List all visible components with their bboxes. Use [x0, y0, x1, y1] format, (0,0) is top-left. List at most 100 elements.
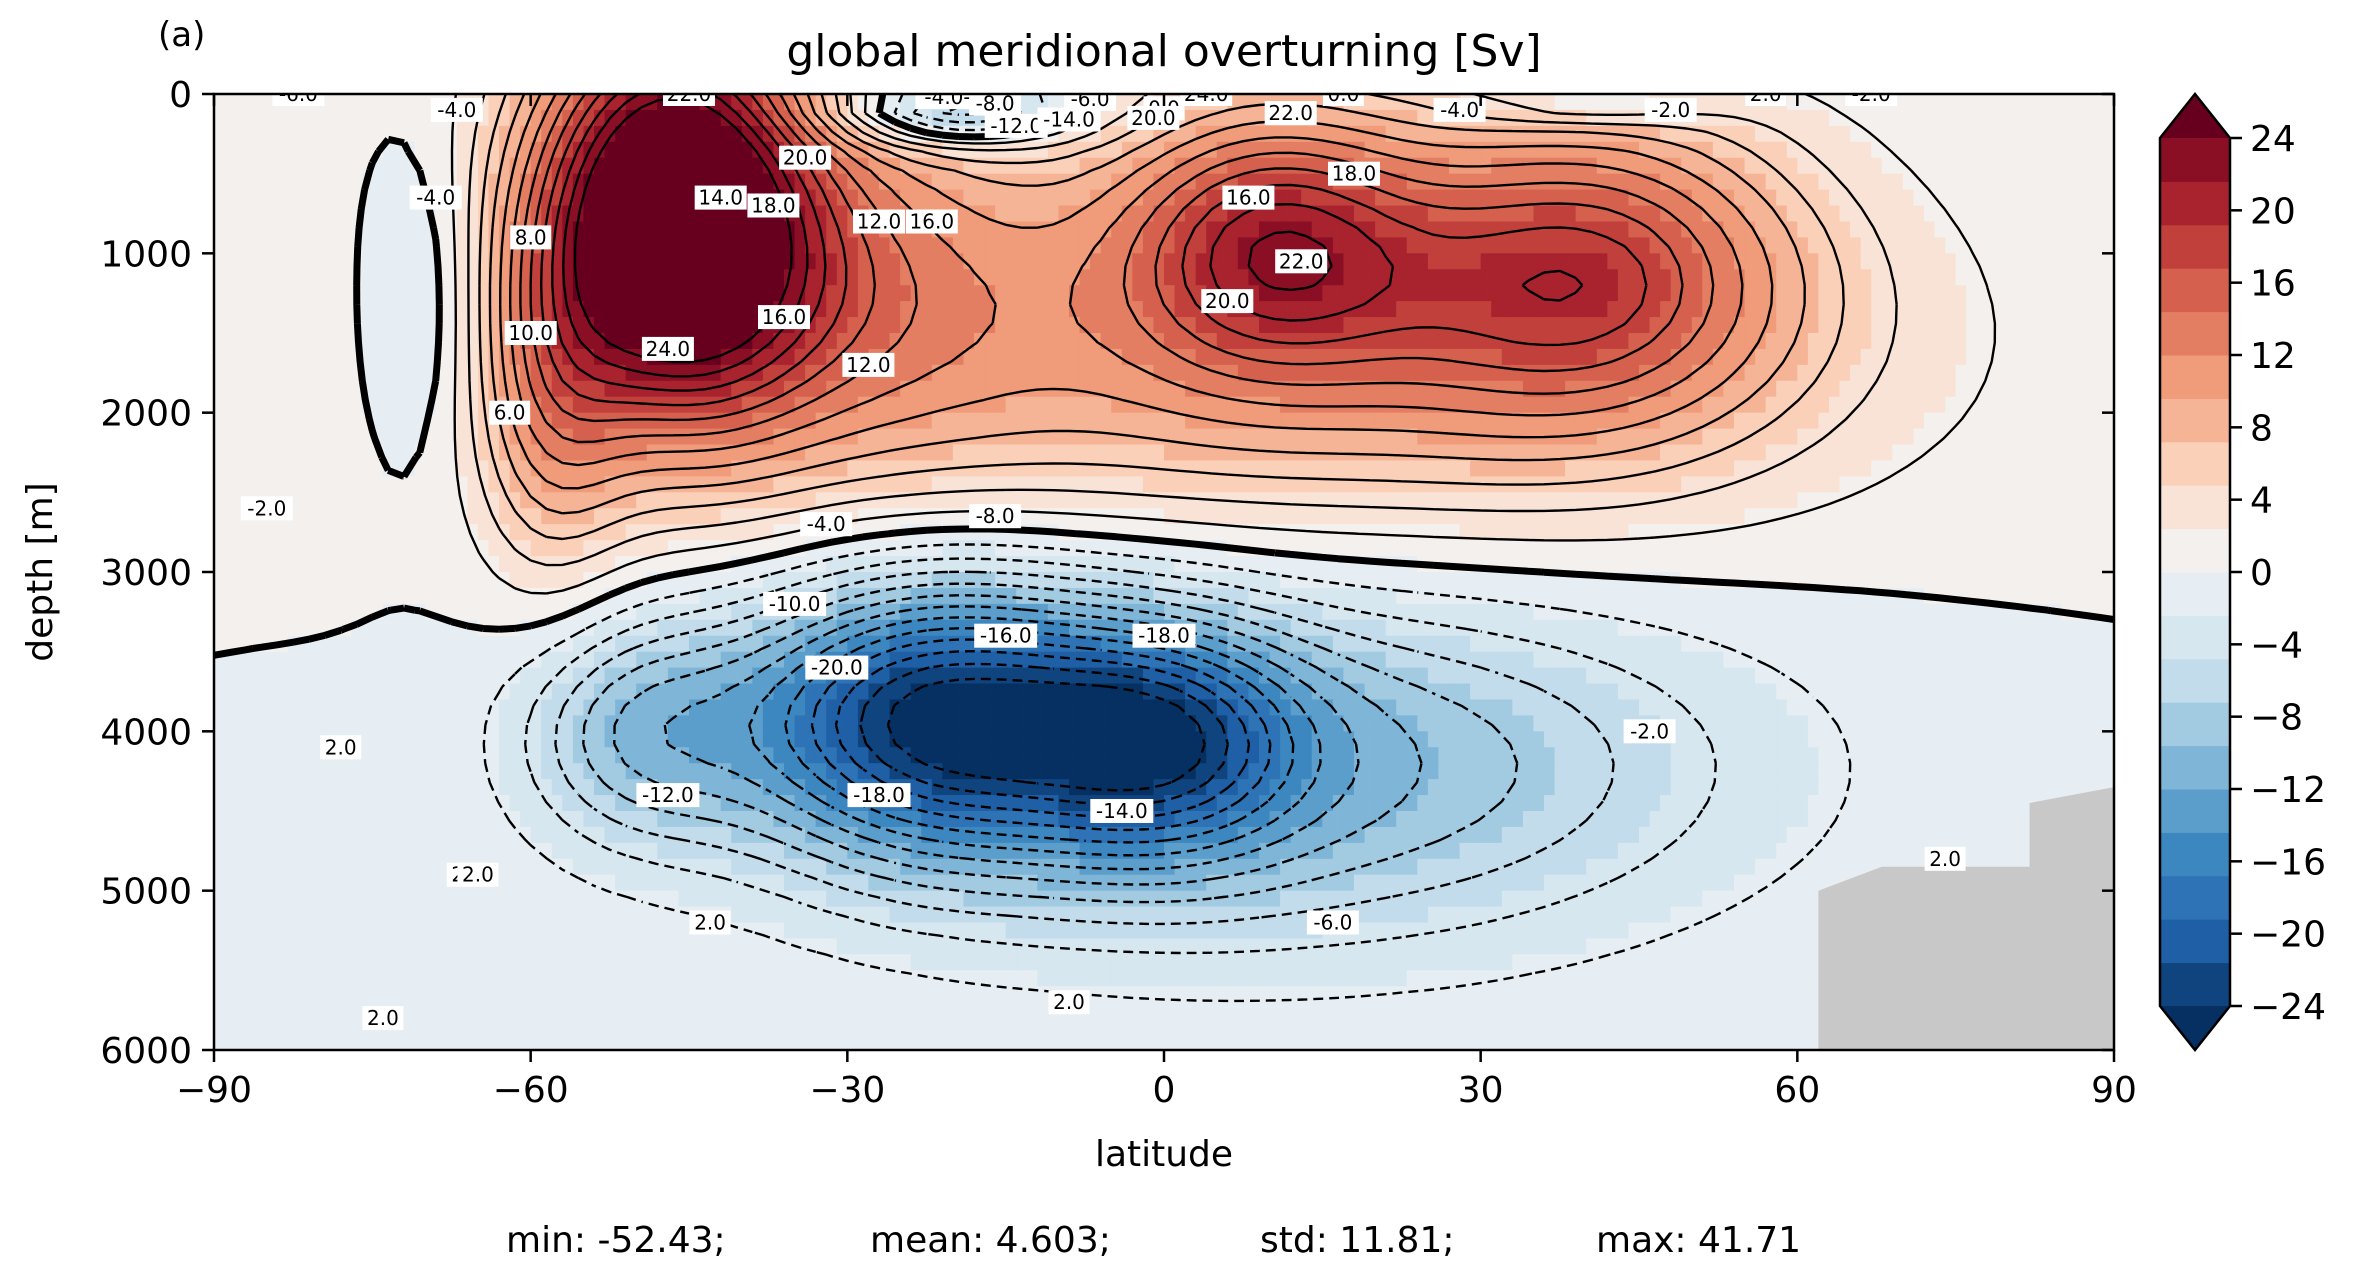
- heatmap-cell: [1227, 460, 1239, 477]
- heatmap-cell: [1723, 141, 1735, 159]
- heatmap-cell: [1100, 125, 1112, 143]
- heatmap-cell: [2019, 94, 2031, 111]
- heatmap-cell: [1586, 205, 1598, 223]
- heatmap-cell: [1945, 285, 1957, 302]
- heatmap-cell: [1343, 380, 1355, 398]
- heatmap-cell: [467, 476, 479, 493]
- heatmap-cell: [594, 508, 606, 525]
- heatmap-cell: [2103, 412, 2114, 430]
- heatmap-cell: [1491, 141, 1503, 159]
- heatmap-cell: [2029, 508, 2041, 525]
- heatmap-cell: [974, 460, 986, 477]
- heatmap-cell: [1997, 492, 2010, 509]
- heatmap-cell: [330, 173, 342, 191]
- heatmap-cell: [910, 364, 922, 382]
- heatmap-cell: [1702, 492, 1714, 509]
- heatmap-cell: [1723, 109, 1735, 127]
- heatmap-cell: [1839, 173, 1851, 191]
- heatmap-cell: [1987, 237, 1999, 254]
- heatmap-cell: [889, 476, 901, 493]
- heatmap-cell: [910, 109, 922, 127]
- heatmap-cell: [404, 301, 416, 318]
- heatmap-cell: [1142, 125, 1155, 143]
- heatmap-cell: [2103, 348, 2114, 366]
- heatmap-cell: [1976, 412, 1988, 430]
- heatmap-cell: [245, 141, 257, 159]
- heatmap-cell: [1100, 444, 1112, 462]
- heatmap-cell: [1955, 444, 1967, 462]
- heatmap-cell: [1755, 109, 1767, 127]
- heatmap-cell: [309, 428, 321, 446]
- heatmap-cell: [868, 141, 880, 159]
- heatmap-cell: [1301, 189, 1313, 207]
- heatmap-cell: [1755, 125, 1767, 143]
- heatmap-cell: [1818, 141, 1830, 159]
- heatmap-cell: [636, 333, 648, 350]
- heatmap-cell: [393, 396, 405, 414]
- heatmap-cell: [1522, 253, 1535, 270]
- heatmap-cell: [1765, 221, 1777, 238]
- heatmap-cell: [2050, 301, 2062, 318]
- heatmap-cell: [1976, 173, 1988, 191]
- heatmap-cell: [1723, 333, 1735, 350]
- heatmap-cell: [1554, 396, 1566, 414]
- heatmap-cell: [794, 428, 806, 446]
- heatmap-cell: [1375, 141, 1387, 159]
- heatmap-cell: [530, 285, 542, 302]
- heatmap-cell: [1480, 205, 1492, 223]
- heatmap-cell: [1406, 364, 1418, 382]
- heatmap-cell: [1100, 364, 1112, 382]
- heatmap-cell: [2029, 205, 2041, 223]
- heatmap-cell: [1596, 317, 1608, 334]
- heatmap-cell: [298, 524, 310, 541]
- heatmap-cell: [2071, 205, 2083, 223]
- heatmap-cell: [1712, 157, 1725, 175]
- heatmap-cell: [1786, 412, 1798, 430]
- heatmap-cell: [499, 269, 511, 286]
- heatmap-cell: [287, 460, 300, 477]
- heatmap-cell: [245, 205, 257, 223]
- heatmap-cell: [1628, 460, 1640, 477]
- heatmap-cell: [1311, 221, 1323, 238]
- heatmap-cell: [900, 460, 912, 477]
- heatmap-cell: [1385, 428, 1397, 446]
- heatmap-cell: [1850, 285, 1862, 302]
- heatmap-cell: [214, 189, 226, 207]
- heatmap-cell: [1174, 412, 1186, 430]
- heatmap-cell: [2103, 396, 2114, 414]
- heatmap-cell: [382, 173, 395, 191]
- heatmap-cell: [1111, 189, 1123, 207]
- heatmap-cell: [435, 412, 447, 430]
- heatmap-cell: [1132, 317, 1144, 334]
- heatmap-cell: [720, 364, 732, 382]
- heatmap-cell: [2082, 364, 2094, 382]
- heatmap-cell: [1385, 141, 1397, 159]
- heatmap-cell: [615, 237, 627, 254]
- heatmap-cell: [488, 94, 500, 111]
- heatmap-cell: [1934, 396, 1946, 414]
- heatmap-cell: [1069, 141, 1081, 159]
- heatmap-cell: [1047, 412, 1060, 430]
- heatmap-cell: [1406, 189, 1418, 207]
- heatmap-cell: [1153, 348, 1165, 366]
- heatmap-cell: [224, 508, 236, 525]
- heatmap-cell: [1829, 189, 1841, 207]
- heatmap-cell: [752, 412, 764, 430]
- heatmap-cell: [1047, 221, 1060, 238]
- heatmap-cell: [1786, 317, 1798, 334]
- heatmap-cell: [741, 237, 753, 254]
- heatmap-cell: [1586, 396, 1598, 414]
- heatmap-cell: [1786, 221, 1798, 238]
- heatmap-cell: [1142, 428, 1155, 446]
- heatmap-cell: [1459, 189, 1471, 207]
- heatmap-cell: [1723, 428, 1735, 446]
- heatmap-cell: [382, 428, 395, 446]
- heatmap-cell: [1354, 285, 1366, 302]
- heatmap-cell: [710, 444, 722, 462]
- heatmap-cell: [1047, 508, 1060, 525]
- heatmap-cell: [1617, 428, 1630, 446]
- heatmap-cell: [1047, 237, 1060, 254]
- heatmap-cell: [1786, 460, 1798, 477]
- heatmap-cell: [1206, 364, 1218, 382]
- heatmap-cell: [646, 460, 658, 477]
